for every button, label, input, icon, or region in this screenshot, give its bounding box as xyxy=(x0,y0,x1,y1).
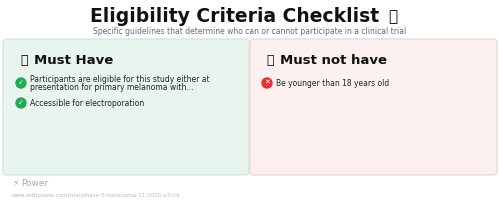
Text: Eligibility Criteria Checklist: Eligibility Criteria Checklist xyxy=(90,8,380,27)
Text: ⚡: ⚡ xyxy=(12,179,18,188)
Text: presentation for primary melanoma with...: presentation for primary melanoma with..… xyxy=(30,84,194,92)
Circle shape xyxy=(16,78,26,88)
Circle shape xyxy=(16,98,26,108)
Text: Power: Power xyxy=(21,179,48,188)
Text: 👎: 👎 xyxy=(266,54,274,66)
Text: ✓: ✓ xyxy=(18,80,24,86)
Text: ✓: ✓ xyxy=(18,100,24,106)
Text: Be younger than 18 years old: Be younger than 18 years old xyxy=(276,78,389,88)
Text: ✕: ✕ xyxy=(264,80,270,86)
Text: Must Have: Must Have xyxy=(34,54,113,66)
Text: 👍: 👍 xyxy=(20,54,28,66)
Text: Participants are eligible for this study either at: Participants are eligible for this study… xyxy=(30,76,210,84)
Circle shape xyxy=(262,78,272,88)
Text: 📋: 📋 xyxy=(388,9,398,24)
Text: www.withpower.com/trial/phase-3-melanoma-11-2020-e7cc9: www.withpower.com/trial/phase-3-melanoma… xyxy=(12,192,180,197)
Text: Must not have: Must not have xyxy=(280,54,387,66)
Text: Accessible for electroporation: Accessible for electroporation xyxy=(30,99,144,107)
FancyBboxPatch shape xyxy=(3,39,249,175)
FancyBboxPatch shape xyxy=(250,39,497,175)
Text: Specific guidelines that determine who can or cannot participate in a clinical t: Specific guidelines that determine who c… xyxy=(94,27,406,37)
